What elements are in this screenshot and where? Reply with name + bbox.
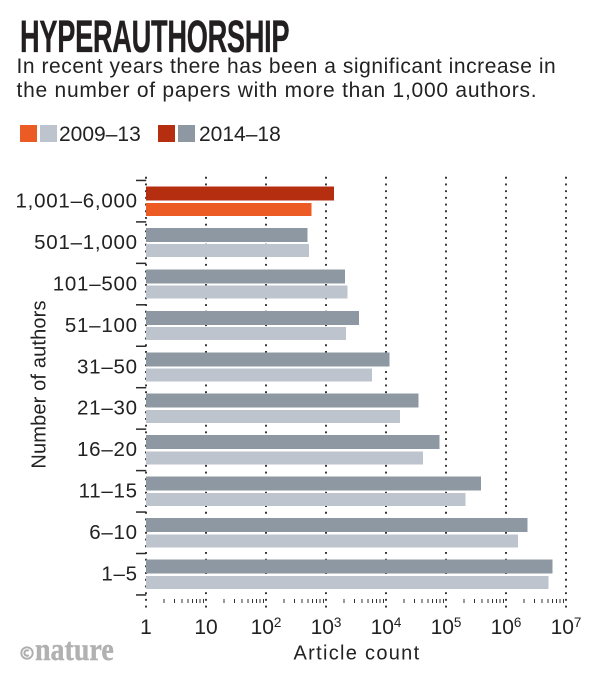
svg-text:102: 102: [251, 615, 282, 639]
svg-text:101–500: 101–500: [53, 272, 138, 295]
svg-text:Article count: Article count: [294, 643, 421, 665]
svg-text:Number of authors: Number of authors: [29, 300, 51, 468]
svg-text:16–20: 16–20: [77, 438, 138, 461]
svg-text:107: 107: [551, 615, 582, 639]
svg-text:21–30: 21–30: [77, 397, 138, 420]
svg-text:106: 106: [491, 615, 522, 639]
svg-text:1–5: 1–5: [101, 563, 137, 586]
svg-text:1,001–6,000: 1,001–6,000: [16, 189, 138, 212]
svg-text:11–15: 11–15: [79, 480, 138, 503]
svg-text:10: 10: [194, 616, 217, 639]
svg-text:105: 105: [431, 615, 462, 639]
svg-text:31–50: 31–50: [77, 355, 138, 378]
svg-text:51–100: 51–100: [65, 314, 138, 337]
svg-text:6–10: 6–10: [89, 521, 138, 544]
svg-text:1: 1: [140, 616, 152, 639]
svg-text:103: 103: [311, 615, 342, 639]
svg-text:104: 104: [371, 615, 402, 639]
svg-text:501–1,000: 501–1,000: [34, 231, 138, 254]
